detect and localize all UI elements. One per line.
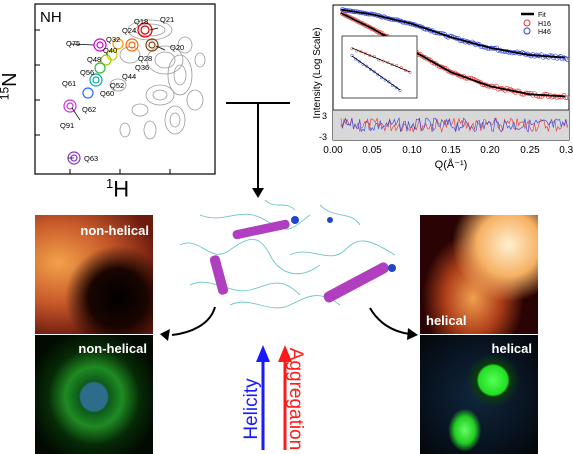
label-bottom-left: non-helical bbox=[78, 341, 147, 356]
inset-point-h46 bbox=[398, 88, 402, 92]
micrograph-bottom-right: helical bbox=[420, 335, 538, 454]
fit-line-h16 bbox=[340, 12, 566, 98]
residual-tick-top: 3 bbox=[322, 111, 327, 121]
data-point-h16 bbox=[542, 91, 548, 97]
inset-point-h46 bbox=[372, 70, 376, 74]
inset-point-h16 bbox=[408, 70, 412, 74]
nmr-x-axis-label: 1H bbox=[106, 176, 130, 202]
helical-segments bbox=[209, 219, 389, 303]
svg-text:0.00: 0.00 bbox=[323, 145, 343, 156]
inset-fit-h46 bbox=[351, 55, 401, 91]
inset-fit-h16 bbox=[351, 47, 411, 73]
micrograph-top-left: non-helical bbox=[35, 215, 153, 334]
svg-text:0.30: 0.30 bbox=[559, 145, 573, 156]
residual-h16 bbox=[340, 117, 568, 134]
nmr-spectrum: NH Q18 Q21 Q24 Q20 Q32 Q75 Q40 Q28 Q48 Q… bbox=[34, 3, 216, 175]
micrograph-top-right: helical bbox=[420, 215, 538, 334]
svg-text:0.25: 0.25 bbox=[520, 145, 540, 156]
svg-text:Q60: Q60 bbox=[100, 89, 114, 98]
label-top-left: non-helical bbox=[80, 223, 149, 238]
helix-termini bbox=[291, 216, 396, 272]
svg-text:Q52: Q52 bbox=[110, 81, 124, 90]
svg-text:Q91: Q91 bbox=[60, 121, 74, 130]
nmr-frame bbox=[34, 3, 216, 175]
saxs-panel: Fit H16 H46 3 -3 0.00 0.05 0.10 0.15 0.2… bbox=[300, 0, 573, 180]
inset-point-h16 bbox=[363, 51, 367, 56]
trend-arrows bbox=[256, 345, 292, 450]
svg-text:Q18: Q18 bbox=[134, 17, 148, 26]
residual-tick-bottom: -3 bbox=[319, 132, 327, 142]
svg-text:0.15: 0.15 bbox=[441, 145, 461, 156]
svg-text:Q20: Q20 bbox=[170, 43, 184, 52]
guinier-inset bbox=[341, 35, 418, 99]
inset-point-h46 bbox=[365, 64, 369, 68]
inset-point-h46 bbox=[368, 67, 373, 71]
svg-text:Q28: Q28 bbox=[138, 54, 152, 63]
svg-text:Q32: Q32 bbox=[106, 35, 120, 44]
peak-labels: Q18 Q21 Q24 Q20 Q32 Q75 Q40 Q28 Q48 Q36 … bbox=[60, 15, 184, 163]
svg-text:0.05: 0.05 bbox=[362, 145, 382, 156]
legend-h46: H46 bbox=[538, 29, 551, 36]
svg-text:Q36: Q36 bbox=[135, 63, 149, 72]
legend-fit: Fit bbox=[538, 12, 546, 19]
helicity-arrowhead bbox=[256, 345, 270, 362]
label-top-right: helical bbox=[426, 313, 467, 328]
svg-text:0.20: 0.20 bbox=[480, 145, 500, 156]
svg-text:Q62: Q62 bbox=[82, 105, 96, 114]
svg-text:Q21: Q21 bbox=[160, 15, 174, 24]
inset-point-h16 bbox=[381, 59, 385, 63]
legend-h46-marker bbox=[523, 27, 531, 35]
svg-text:Q40: Q40 bbox=[103, 46, 117, 55]
saxs-chart: Fit H16 H46 3 -3 0.00 0.05 0.10 0.15 0.2… bbox=[312, 4, 573, 171]
svg-text:Q24: Q24 bbox=[122, 26, 136, 35]
svg-text:Q44: Q44 bbox=[122, 72, 136, 81]
residual-h46 bbox=[340, 117, 568, 133]
protein-structure-ensemble bbox=[179, 199, 396, 309]
data-point-h16 bbox=[565, 95, 570, 101]
saxs-legend: Fit H16 H46 bbox=[521, 12, 551, 36]
data-point-h16 bbox=[563, 95, 569, 101]
svg-text:0.10: 0.10 bbox=[402, 145, 422, 156]
saxs-x-label: Q(Å⁻¹) bbox=[435, 158, 468, 171]
saxs-x-ticks: 0.00 0.05 0.10 0.15 0.20 0.25 0.30 bbox=[323, 145, 573, 156]
background-contours bbox=[109, 19, 206, 140]
micrograph-bottom-left: non-helical bbox=[35, 335, 153, 454]
inset-point-h46 bbox=[350, 53, 354, 57]
legend-h16-marker bbox=[523, 19, 531, 27]
disordered-coils bbox=[179, 199, 396, 309]
svg-text:Q48: Q48 bbox=[87, 55, 101, 64]
data-point-h46 bbox=[565, 57, 570, 62]
inset-point-h16 bbox=[390, 63, 394, 67]
svg-text:Q63: Q63 bbox=[84, 154, 98, 163]
nmr-panel-label: NH bbox=[40, 9, 62, 26]
helicity-label: Helicity bbox=[241, 378, 262, 440]
fit-line-h46 bbox=[340, 8, 566, 59]
aggregation-arrowhead bbox=[278, 345, 292, 362]
inset-point-h46 bbox=[394, 86, 398, 90]
legend-h16: H16 bbox=[538, 21, 551, 28]
aggregation-label: Aggregation bbox=[285, 347, 306, 451]
inset-point-h46 bbox=[387, 80, 391, 84]
label-bottom-right: helical bbox=[491, 341, 532, 356]
svg-text:Q61: Q61 bbox=[62, 79, 76, 88]
nmr-panel: NH Q18 Q21 Q24 Q20 Q32 Q75 Q40 Q28 Q48 Q… bbox=[0, 0, 230, 202]
svg-text:Q75: Q75 bbox=[66, 39, 80, 48]
saxs-y-label: Intensity (Log Scale) bbox=[312, 27, 323, 118]
svg-text:Q56: Q56 bbox=[80, 68, 94, 77]
